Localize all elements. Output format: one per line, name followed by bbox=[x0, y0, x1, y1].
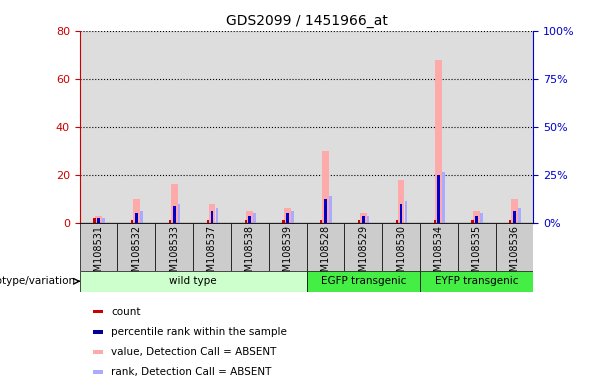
Bar bbox=[306, 223, 345, 271]
Bar bbox=[458, 223, 495, 271]
Bar bbox=[211, 211, 213, 223]
Bar bbox=[405, 201, 407, 223]
Bar bbox=[324, 199, 327, 223]
Bar bbox=[93, 218, 96, 223]
Text: rank, Detection Call = ABSENT: rank, Detection Call = ABSENT bbox=[112, 367, 272, 377]
Bar bbox=[268, 223, 306, 271]
Bar bbox=[475, 215, 478, 223]
Bar bbox=[435, 60, 442, 223]
Text: GSM108539: GSM108539 bbox=[283, 225, 292, 284]
Bar bbox=[360, 213, 367, 223]
Text: GSM108532: GSM108532 bbox=[131, 225, 142, 284]
Bar bbox=[509, 220, 511, 223]
Bar bbox=[133, 199, 140, 223]
Bar bbox=[513, 211, 516, 223]
Bar bbox=[420, 223, 458, 271]
Bar bbox=[155, 223, 193, 271]
Text: GSM108536: GSM108536 bbox=[509, 225, 519, 284]
Bar bbox=[322, 151, 329, 223]
Bar bbox=[102, 218, 105, 223]
Text: EGFP transgenic: EGFP transgenic bbox=[321, 276, 406, 286]
Text: GSM108535: GSM108535 bbox=[471, 225, 482, 284]
Bar bbox=[118, 223, 155, 271]
Bar bbox=[248, 215, 251, 223]
Bar bbox=[329, 196, 332, 223]
Bar bbox=[95, 215, 102, 223]
Text: count: count bbox=[112, 306, 141, 316]
Text: EYFP transgenic: EYFP transgenic bbox=[435, 276, 519, 286]
Bar bbox=[306, 271, 420, 292]
Bar bbox=[291, 211, 294, 223]
Bar bbox=[80, 271, 306, 292]
Bar bbox=[398, 180, 405, 223]
Bar bbox=[495, 223, 533, 271]
Bar bbox=[518, 208, 520, 223]
Bar bbox=[420, 271, 533, 292]
Bar bbox=[97, 218, 100, 223]
Text: genotype/variation: genotype/variation bbox=[0, 276, 75, 286]
Bar bbox=[169, 220, 171, 223]
Bar bbox=[284, 208, 291, 223]
Bar bbox=[140, 211, 143, 223]
Bar bbox=[231, 223, 268, 271]
Bar bbox=[438, 175, 440, 223]
Text: GSM108531: GSM108531 bbox=[94, 225, 104, 284]
Bar bbox=[358, 220, 360, 223]
Bar bbox=[245, 220, 247, 223]
Bar bbox=[345, 223, 382, 271]
Bar bbox=[193, 223, 231, 271]
Bar bbox=[443, 172, 445, 223]
Bar bbox=[93, 310, 103, 313]
Text: GSM108528: GSM108528 bbox=[321, 225, 330, 284]
Bar bbox=[131, 220, 134, 223]
Bar bbox=[80, 223, 118, 271]
Bar bbox=[382, 223, 420, 271]
Text: GSM108538: GSM108538 bbox=[245, 225, 255, 284]
Bar bbox=[362, 215, 365, 223]
Bar bbox=[173, 206, 175, 223]
Bar bbox=[473, 211, 480, 223]
Bar bbox=[396, 220, 398, 223]
Bar bbox=[171, 184, 178, 223]
Bar bbox=[135, 213, 138, 223]
Bar bbox=[208, 204, 215, 223]
Bar bbox=[93, 371, 103, 374]
Text: GSM108537: GSM108537 bbox=[207, 225, 217, 284]
Bar bbox=[320, 220, 322, 223]
Text: GSM108534: GSM108534 bbox=[434, 225, 444, 284]
Bar bbox=[93, 350, 103, 354]
Text: value, Detection Call = ABSENT: value, Detection Call = ABSENT bbox=[112, 347, 277, 357]
Bar bbox=[246, 211, 253, 223]
Title: GDS2099 / 1451966_at: GDS2099 / 1451966_at bbox=[226, 14, 387, 28]
Text: wild type: wild type bbox=[169, 276, 217, 286]
Bar bbox=[400, 204, 402, 223]
Bar bbox=[471, 220, 474, 223]
Text: percentile rank within the sample: percentile rank within the sample bbox=[112, 327, 287, 337]
Bar bbox=[283, 220, 284, 223]
Text: GSM108533: GSM108533 bbox=[169, 225, 179, 284]
Bar bbox=[367, 215, 370, 223]
Bar bbox=[178, 204, 180, 223]
Bar bbox=[93, 330, 103, 334]
Bar bbox=[286, 213, 289, 223]
Bar bbox=[480, 213, 483, 223]
Bar bbox=[433, 220, 436, 223]
Text: GSM108529: GSM108529 bbox=[358, 225, 368, 284]
Bar bbox=[207, 220, 209, 223]
Bar bbox=[511, 199, 518, 223]
Text: GSM108530: GSM108530 bbox=[396, 225, 406, 284]
Bar bbox=[253, 213, 256, 223]
Bar bbox=[216, 208, 218, 223]
